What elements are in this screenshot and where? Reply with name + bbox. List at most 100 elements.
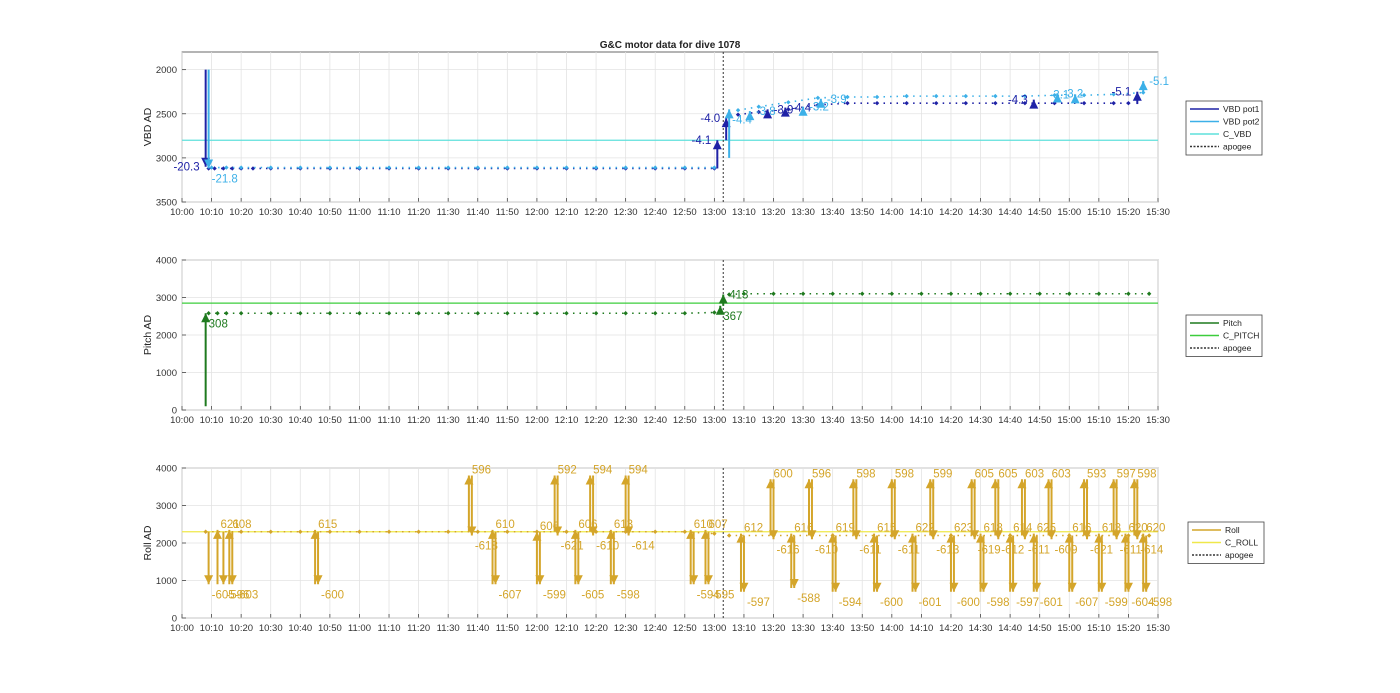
vbd-event-10-label: -4.3 <box>1008 95 1028 107</box>
pitch-series-0-point <box>534 311 540 316</box>
vbd-series-1-point <box>963 93 968 99</box>
pitch-xtick-label: 14:50 <box>1028 415 1052 426</box>
pitch-series-0-point <box>1067 291 1072 296</box>
roll-event-30-label: -616 <box>777 544 800 556</box>
roll-event-24-arrowhead <box>689 575 699 585</box>
vbd-ytick-label: 2000 <box>156 65 177 76</box>
roll-series-0-point <box>1146 533 1152 538</box>
vbd-xtick-label: 14:50 <box>1028 207 1052 218</box>
vbd-xtick-label: 11:10 <box>377 207 400 218</box>
roll-event-26-arrowhead <box>703 575 713 585</box>
pitch-series-0-point <box>357 311 362 316</box>
roll-xtick-label: 10:10 <box>200 623 224 634</box>
roll-series-0-point <box>564 529 569 534</box>
roll-event-48-label: -600 <box>957 597 980 609</box>
vbd-series-0-point <box>845 100 850 106</box>
pitch-series-0-point <box>1096 291 1102 296</box>
roll-event-54-arrowhead <box>993 530 1003 540</box>
roll-event-72-arrowhead <box>1123 582 1133 592</box>
pitch-series-0-point <box>712 310 717 315</box>
vbd-xtick-label: 12:30 <box>614 207 638 218</box>
pitch-xtick-label: 11:40 <box>466 415 489 426</box>
roll-event-8-arrowhead <box>467 526 477 536</box>
pitch-xtick-label: 12:10 <box>555 415 579 426</box>
roll-event-76-label: -598 <box>1149 597 1172 609</box>
vbd-series-1-point <box>1052 93 1057 98</box>
roll-event-27-label: 612 <box>744 523 763 535</box>
pitch-ytick-label: 0 <box>172 406 177 417</box>
vbd-series-1-point <box>874 94 880 100</box>
roll-xtick-label: 10:00 <box>170 623 194 634</box>
roll-event-46-arrowhead <box>928 530 938 540</box>
roll-event-22-label: -614 <box>632 541 656 553</box>
roll-event-29-label: 600 <box>774 468 793 480</box>
pitch-ylabel: Pitch AD <box>142 314 154 355</box>
roll-event-12-arrowhead <box>535 575 545 585</box>
roll-series-0-point <box>445 529 451 534</box>
pitch-series-0-point <box>860 291 865 296</box>
pitch-event-1-label: 367 <box>723 311 742 323</box>
roll-xtick-label: 11:30 <box>437 623 460 634</box>
vbd-series-1-point <box>416 165 421 170</box>
vbd-series-0-point <box>756 109 761 115</box>
vbd-series-1-point <box>224 165 229 170</box>
pitch-ytick-label: 3000 <box>156 293 177 304</box>
roll-event-30-arrowhead <box>769 530 779 540</box>
vbd-series-0-point <box>1022 100 1028 106</box>
roll-series-0-point <box>238 529 244 534</box>
vbd-series-1-point <box>534 165 540 170</box>
vbd-series-1-point <box>933 93 939 99</box>
roll-event-36-arrowhead <box>831 582 841 592</box>
vbd-xtick-label: 14:00 <box>880 207 904 218</box>
vbd-series-1-point <box>682 165 687 170</box>
roll-event-22-arrowhead <box>624 526 634 536</box>
roll-series-0-point <box>416 529 421 534</box>
vbd-event-13-arrowhead <box>1132 91 1142 101</box>
vbd-legend-label: apogee <box>1223 142 1252 152</box>
roll-event-3-label: 608 <box>232 519 251 531</box>
vbd-event-8-arrowhead <box>798 106 808 116</box>
roll-xtick-label: 13:10 <box>732 623 756 634</box>
pitch-series-0-point <box>919 291 924 296</box>
pitch-series-0-point <box>505 311 510 316</box>
pitch-series-0-point <box>948 291 954 296</box>
roll-series-0-point <box>712 531 717 536</box>
vbd-xtick-label: 14:20 <box>939 207 963 218</box>
roll-event-70-arrowhead <box>1112 530 1122 540</box>
vbd-ytick-label: 3500 <box>156 198 177 209</box>
roll-event-21-label: 594 <box>629 465 649 477</box>
vbd-legend-label: VBD pot2 <box>1223 117 1260 127</box>
roll-event-16-arrowhead <box>573 575 583 585</box>
vbd-xtick-label: 12:20 <box>584 207 608 218</box>
roll-xtick-label: 11:10 <box>377 623 400 634</box>
roll-xtick-label: 14:20 <box>939 623 963 634</box>
pitch-xtick-label: 15:00 <box>1057 415 1081 426</box>
vbd-legend-label: C_VBD <box>1223 129 1251 139</box>
pitch-event-2-label: 413 <box>729 290 748 302</box>
pitch-series-0-point <box>386 311 392 316</box>
vbd-xtick-label: 11:40 <box>466 207 489 218</box>
vbd-series-1-point <box>845 94 850 100</box>
roll-event-18-arrowhead <box>588 526 598 536</box>
vbd-series-0-point <box>1081 100 1087 106</box>
panel-vbd: 10:00 10:10 10:20 10:30 10:40 10:50 11:00 11:10… <box>142 51 1263 218</box>
roll-xtick-label: 14:10 <box>910 623 934 634</box>
roll-event-8-label: -618 <box>475 541 498 553</box>
roll-xtick-label: 11:00 <box>348 623 371 634</box>
pitch-series-0-point <box>978 291 983 296</box>
roll-event-14-label: -621 <box>561 541 584 553</box>
roll-event-4-arrowhead <box>227 575 237 585</box>
pitch-xtick-label: 12:40 <box>643 415 667 426</box>
roll-event-1-label: 621 <box>220 519 239 531</box>
roll-ytick-label: 4000 <box>156 464 177 475</box>
pitch-series-0-point <box>445 311 451 316</box>
pitch-series-0-point <box>741 291 747 296</box>
roll-event-32-arrowhead <box>789 579 799 588</box>
roll-event-64-arrowhead <box>1067 582 1077 592</box>
pitch-xtick-label: 11:30 <box>437 415 460 426</box>
vbd-xtick-label: 12:10 <box>555 207 579 218</box>
roll-xtick-label: 14:50 <box>1028 623 1052 634</box>
pitch-series-0-point <box>224 311 229 316</box>
roll-xtick-label: 10:20 <box>229 623 253 634</box>
